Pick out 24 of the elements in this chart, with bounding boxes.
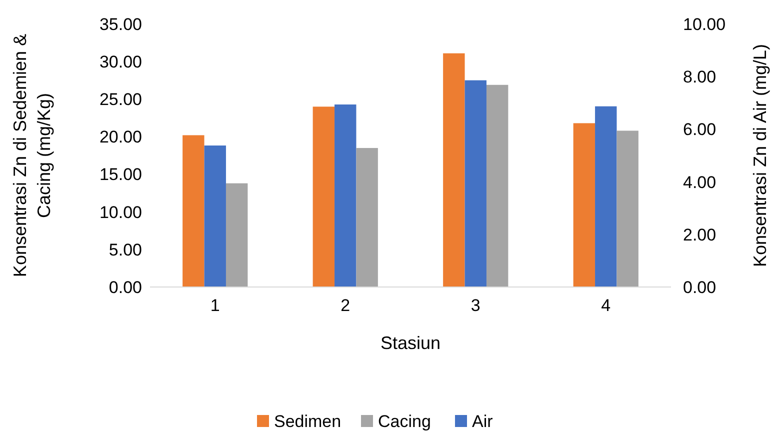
x-tick-label: 4 (601, 296, 611, 315)
x-tick-label: 3 (470, 296, 480, 315)
y-tick-label: 35.00 (99, 14, 142, 34)
y2-tick-label: 0.00 (683, 278, 716, 297)
y2-tick-label: 10.00 (683, 14, 726, 34)
y-tick-label: 30.00 (99, 52, 142, 72)
y2-axis-title: Konsentrasi Zn di Air (mg/L) (750, 44, 770, 268)
y-tick-label: 5.00 (108, 240, 142, 260)
y-tick-label: 15.00 (99, 165, 142, 184)
y2-tick-label: 6.00 (683, 120, 716, 140)
y2-tick-label: 2.00 (683, 225, 716, 244)
y-tick-label: 20.00 (99, 128, 142, 147)
legend-label: Cacing (378, 412, 431, 431)
y-tick-label: 10.00 (99, 202, 142, 222)
y-axis-title: Konsentrasi Zn di Sedemien & Cacing (mg/Kg) (10, 34, 54, 278)
x-tick-label: 2 (340, 296, 350, 315)
y2-tick-label: 8.00 (683, 68, 716, 87)
legend-label: Air (472, 412, 494, 431)
legend-label: Sedimen (274, 412, 342, 431)
x-tick-label: 1 (210, 296, 220, 315)
y-tick-label: 0.00 (108, 278, 142, 297)
y2-tick-label: 4.00 (683, 172, 716, 192)
y-tick-label: 25.00 (99, 90, 142, 110)
x-axis-title: Stasiun (380, 333, 441, 353)
